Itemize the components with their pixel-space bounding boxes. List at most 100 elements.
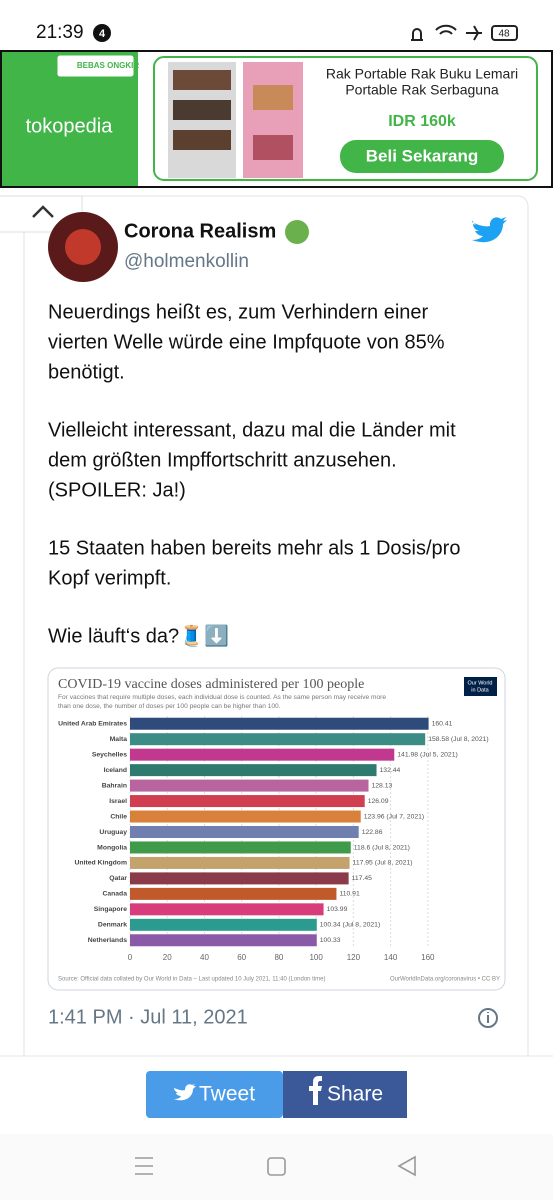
avatar-virus [65,229,101,265]
value-label: 132.44 [380,767,401,774]
chart-subtitle: than one dose, the number of doses per 1… [58,703,281,710]
battery: 48 [498,29,510,40]
value-label: 100.33 [320,937,341,944]
y-tick-label: United Arab Emirates [58,721,127,728]
y-tick-label: Chile [110,813,127,820]
ad-product: Portable Rak Serbaguna [345,82,499,98]
value-label: 122.86 [362,829,383,836]
tweet-line: Wie läuft‘s da?🧵⬇️ [48,623,229,647]
info-icon[interactable] [478,1008,498,1028]
bar [130,810,361,823]
bar [130,903,324,916]
ad-product: Rak Portable Rak Buku Lemari [326,66,518,82]
x-tick-label: 120 [347,953,361,962]
y-tick-label: Singapore [94,906,127,913]
nav-home[interactable] [267,1157,286,1176]
chart-source-link: OurWorldInData.org/coronavirus • CC BY [390,977,500,983]
ad-brand: tokopedia [26,115,114,137]
bar [130,779,369,792]
collapse-icon [32,205,54,218]
y-tick-label: Mongolia [97,844,127,851]
y-tick-label: Israel [109,798,127,805]
share-button-text: Share [327,1083,383,1106]
tweet-line: Vielleicht interessant, dazu mal die Län… [48,419,456,441]
tweet-button[interactable] [146,1071,283,1118]
tweet-line: Neuerdings heißt es, zum Verhindern eine… [48,301,429,323]
y-tick-label: Netherlands [88,937,128,944]
facebook-icon [309,1076,322,1105]
value-label: 110.91 [339,891,360,898]
owid-logo [464,677,497,696]
bar [130,826,359,838]
tweet-icon [174,1084,196,1101]
value-label: 128.13 [372,782,393,789]
x-tick-label: 140 [384,953,398,962]
x-tick-label: 60 [237,953,246,962]
tweet-timestamp[interactable]: 1:41 PM · Jul 11, 2021 [48,1006,248,1028]
value-label: 103.99 [327,906,348,913]
value-label: 100.34 (Jul 8, 2021) [320,922,380,929]
x-tick-label: 0 [128,953,133,962]
share-button[interactable] [283,1071,407,1118]
y-tick-label: Seychelles [92,751,127,758]
value-label: 158.58 (Jul 8, 2021) [428,736,488,743]
bar [130,717,429,730]
bar [130,856,350,869]
y-tick-label: Qatar [109,875,127,882]
value-label: 117.95 (Jul 8, 2021) [353,860,413,867]
bar [130,887,337,900]
x-tick-label: 100 [309,953,323,962]
value-label: 118.6 (Jul 8, 2021) [354,844,410,851]
ad-price: IDR 160k [388,113,456,130]
y-tick-label: Denmark [98,922,127,929]
owid-logo-text: in Data [471,687,489,693]
notification-dot [93,24,111,42]
time: 21:39 [36,22,84,43]
ad-badge-text: BEBAS ONGKIR [77,61,139,70]
bar [130,748,395,761]
value-label: 117.45 [352,875,373,882]
y-tick-label: Canada [102,891,127,898]
tweet-line: vierten Welle würde eine Impfquote von 8… [48,331,445,353]
bar [130,918,317,931]
status-icons [411,24,518,41]
value-label: 160.41 [432,721,453,728]
y-tick-label: Malta [110,736,128,743]
twitter-logo[interactable] [472,217,507,243]
notification-count: 4 [99,28,106,40]
bar [130,872,349,885]
x-tick-label: 40 [200,953,209,962]
tweet-line: benötigt. [48,361,125,383]
tweet-line: (SPOILER: Ja!) [48,479,186,501]
bar [130,934,317,947]
tweet-line: dem größten Impffortschritt anzusehen. [48,449,397,471]
nav-menu[interactable] [135,1157,153,1175]
chart-title: COVID-19 vaccine doses administered per … [58,677,364,692]
nav-bar [0,1134,553,1200]
owid-logo-text: Our World [468,680,493,686]
x-tick-label: 160 [421,953,435,962]
ad-button[interactable] [340,140,504,173]
tweet-text: Neuerdings heißt es, zum Verhindern eine… [48,301,460,647]
chart-subtitle: For vaccines that require multiple doses… [58,694,386,701]
x-tick-label: 20 [163,953,172,962]
tweet-name[interactable]: Corona Realism [124,220,276,242]
x-tick-label: 80 [274,953,283,962]
bar [130,733,426,746]
y-tick-label: Uruguay [99,829,127,836]
chart: 0 20 40 60 80 100 120 140 160 United Arab Emirate… [58,716,489,962]
value-label: 123.96 (Jul 7, 2021) [364,813,424,820]
ad-button-text: Beli Sekarang [366,146,478,165]
y-tick-label: Bahrain [102,782,127,789]
y-tick-label: United Kingdom [75,860,127,867]
value-label: 126.09 [368,798,389,805]
tweet-button-text: Tweet [199,1083,255,1106]
y-tick-label: Iceland [104,767,127,774]
value-label: 141.98 (Jul 5, 2021) [397,751,457,758]
tweet-handle[interactable]: @holmenkollin [124,251,249,272]
name-emoji [285,220,309,244]
tweet-line: Kopf verimpft. [48,567,171,589]
nav-back[interactable] [397,1155,416,1177]
